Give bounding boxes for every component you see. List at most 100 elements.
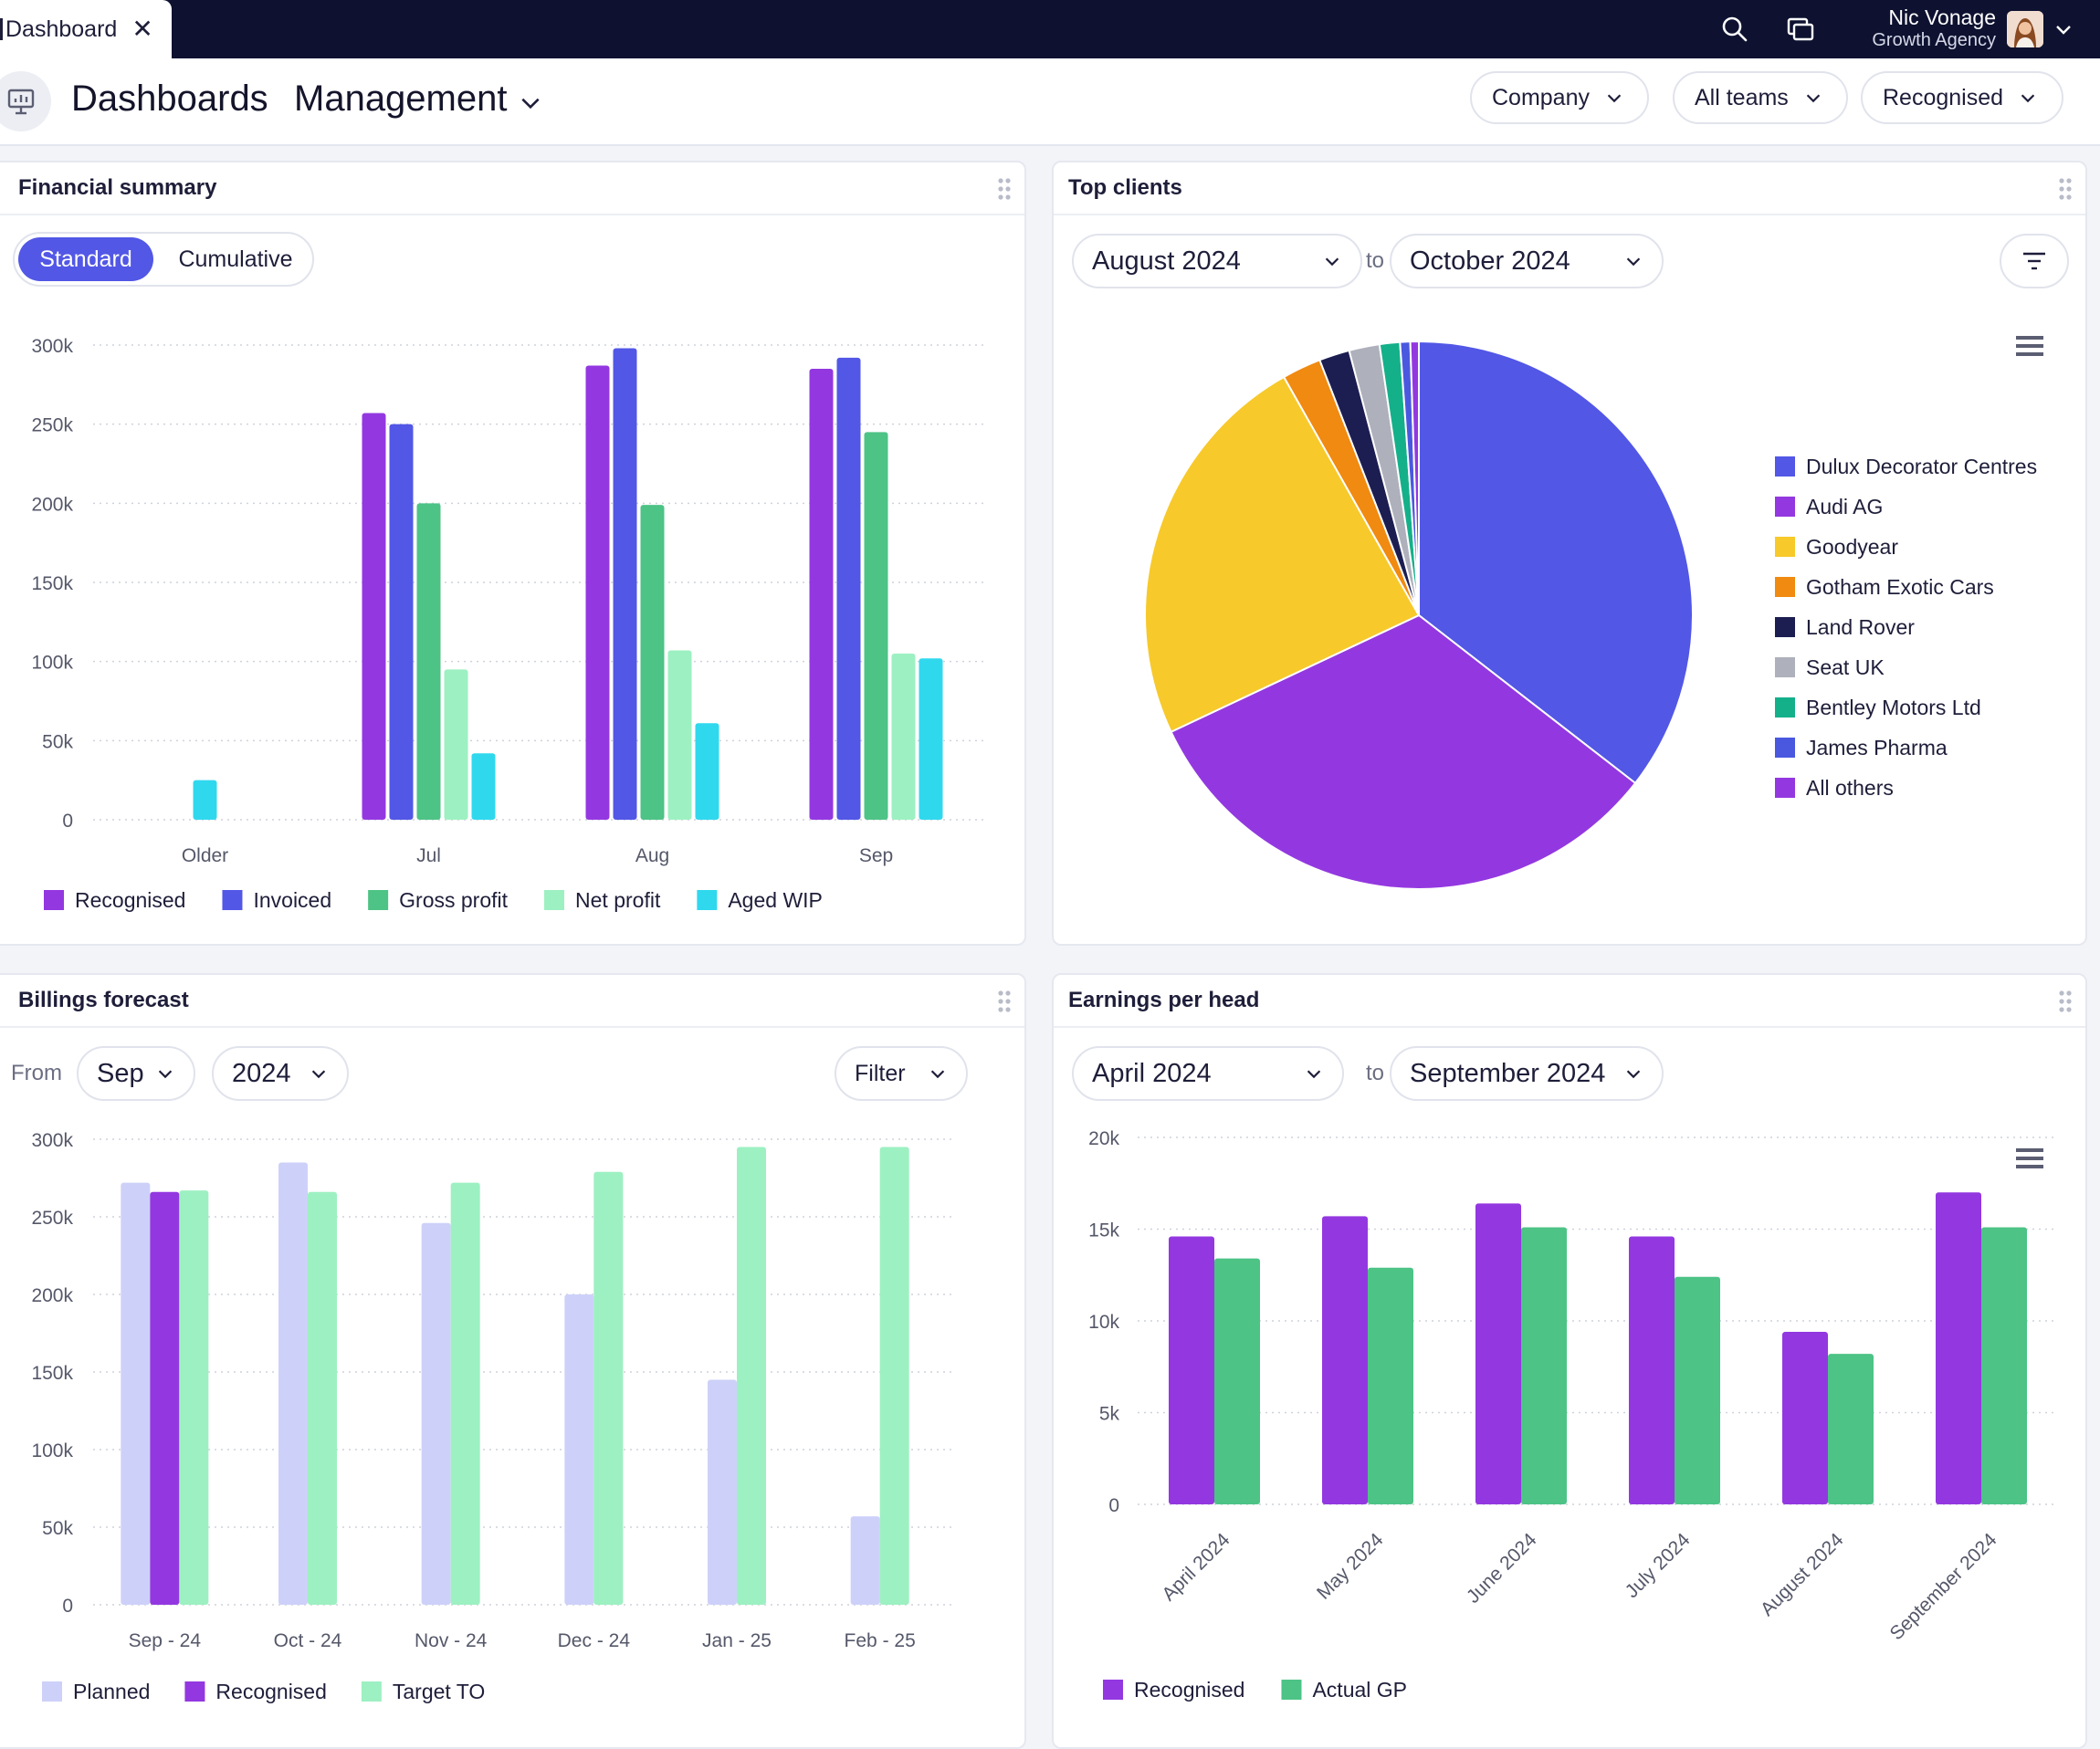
bar-actual-gp-august-2024[interactable]	[1828, 1354, 1874, 1504]
bar-recognised-sep-24[interactable]	[150, 1191, 180, 1605]
bar-actual-gp-may-2024[interactable]	[1368, 1267, 1413, 1504]
legend-recognised[interactable]: Recognised	[1134, 1678, 1244, 1702]
pie-slice-goodyear[interactable]	[1144, 375, 1421, 734]
chart-menu-icon[interactable]	[2016, 1148, 2043, 1168]
bar-planned-dec-24[interactable]	[564, 1294, 594, 1605]
legend-goodyear[interactable]: Goodyear	[1806, 535, 1898, 559]
bar-recognised-august-2024[interactable]	[1782, 1332, 1828, 1504]
bar-planned-feb-25[interactable]	[850, 1516, 880, 1605]
year-dropdown[interactable]: 2024	[212, 1046, 349, 1101]
user-name[interactable]: Nic Vonage	[1888, 5, 1996, 29]
teams-filter[interactable]: All teams	[1673, 71, 1848, 124]
drag-handle-icon[interactable]	[997, 177, 1012, 201]
bar-planned-jan-25[interactable]	[708, 1379, 737, 1606]
legend-dulux-decorator-centres[interactable]: Dulux Decorator Centres	[1806, 455, 2037, 478]
search-icon[interactable]	[1720, 15, 1749, 44]
pie-slice-audi-ag[interactable]	[1170, 613, 1637, 890]
bar-recognised-july-2024[interactable]	[1629, 1236, 1675, 1504]
windows-icon[interactable]	[1786, 15, 1815, 44]
bar-aged-wip-older[interactable]	[193, 780, 217, 820]
legend-aged-wip[interactable]: Aged WIP	[728, 888, 823, 912]
legend-recognised[interactable]: Recognised	[215, 1680, 326, 1703]
legend-seat-uk[interactable]: Seat UK	[1806, 655, 1885, 679]
bar-recognised-sep[interactable]	[809, 369, 834, 820]
bar-aged-wip-aug[interactable]	[695, 723, 719, 820]
tab-dashboard[interactable]: Dashboard ✕	[0, 0, 172, 58]
avatar[interactable]	[2007, 11, 2043, 47]
bar-gross-profit-jul[interactable]	[416, 503, 441, 820]
recognised-filter[interactable]: Recognised	[1861, 71, 2063, 124]
bar-actual-gp-september-2024[interactable]	[1981, 1227, 2027, 1504]
filter-button[interactable]	[2000, 234, 2069, 288]
legend-planned[interactable]: Planned	[73, 1680, 150, 1703]
start-month-dropdown[interactable]: April 2024	[1072, 1046, 1344, 1101]
end-month-dropdown[interactable]: September 2024	[1390, 1046, 1664, 1101]
bar-aged-wip-sep[interactable]	[919, 658, 943, 820]
filter-dropdown[interactable]: Filter	[835, 1046, 968, 1101]
close-icon[interactable]: ✕	[131, 15, 153, 43]
bar-net-profit-aug[interactable]	[667, 650, 692, 820]
bar-gross-profit-sep[interactable]	[864, 432, 888, 820]
legend-invoiced[interactable]: Invoiced	[253, 888, 331, 912]
bar-actual-gp-june-2024[interactable]	[1521, 1227, 1567, 1504]
legend-james-pharma[interactable]: James Pharma	[1806, 736, 1948, 759]
legend-audi-ag[interactable]: Audi AG	[1806, 495, 1883, 518]
chevron-down-icon	[1307, 1070, 1321, 1079]
bar-target-to-jan-25[interactable]	[737, 1147, 766, 1606]
bar-target-to-oct-24[interactable]	[308, 1191, 337, 1605]
drag-handle-icon[interactable]	[2058, 990, 2073, 1013]
chevron-down-icon	[1607, 94, 1622, 103]
bar-target-to-feb-25[interactable]	[879, 1147, 909, 1606]
bar-planned-nov-24[interactable]	[421, 1222, 451, 1605]
pie-slice-dulux-decorator-centres[interactable]	[1418, 340, 1694, 785]
bar-net-profit-sep[interactable]	[891, 654, 916, 820]
y-tick-label: 250k	[31, 415, 73, 436]
bar-invoiced-sep[interactable]	[836, 357, 861, 820]
bar-invoiced-jul[interactable]	[389, 424, 414, 820]
bar-planned-sep-24[interactable]	[121, 1182, 151, 1605]
legend-recognised[interactable]: Recognised	[75, 888, 185, 912]
start-month-dropdown[interactable]: August 2024	[1072, 234, 1362, 288]
legend-bentley-motors-ltd[interactable]: Bentley Motors Ltd	[1806, 696, 1981, 719]
legend-net-profit[interactable]: Net profit	[575, 888, 661, 912]
legend-gotham-exotic-cars[interactable]: Gotham Exotic Cars	[1806, 575, 1994, 599]
bar-recognised-june-2024[interactable]	[1475, 1203, 1521, 1504]
top-clients-pie-chart: Dulux Decorator Centres Audi AG Goodyear Go…	[1144, 340, 2037, 890]
bar-actual-gp-july-2024[interactable]	[1675, 1276, 1720, 1504]
bar-actual-gp-april-2024[interactable]	[1214, 1258, 1260, 1504]
bar-aged-wip-jul[interactable]	[471, 753, 496, 820]
legend-land-rover[interactable]: Land Rover	[1806, 615, 1915, 639]
chevron-down-icon[interactable]	[2053, 18, 2074, 40]
drag-handle-icon[interactable]	[997, 990, 1012, 1013]
year-value: 2024	[232, 1058, 291, 1088]
standard-toggle[interactable]: Standard	[18, 237, 153, 281]
y-tick-label: 50k	[42, 731, 73, 752]
legend-all-others[interactable]: All others	[1806, 776, 1894, 800]
pie-slice-all-others[interactable]	[1409, 340, 1420, 616]
bar-net-profit-jul[interactable]	[444, 669, 468, 820]
month-dropdown[interactable]: Sep	[77, 1046, 195, 1101]
cumulative-toggle[interactable]: Cumulative	[178, 246, 293, 272]
y-tick-label: 150k	[31, 573, 73, 594]
dashboard-selector[interactable]: Management	[294, 79, 508, 119]
end-month-dropdown[interactable]: October 2024	[1390, 234, 1664, 288]
bar-gross-profit-aug[interactable]	[640, 505, 665, 820]
bar-planned-oct-24[interactable]	[278, 1162, 308, 1606]
bar-recognised-september-2024[interactable]	[1936, 1192, 1981, 1504]
chart-menu-icon[interactable]	[2016, 336, 2043, 356]
drag-handle-icon[interactable]	[2058, 177, 2073, 201]
bar-invoiced-aug[interactable]	[613, 348, 637, 820]
legend-gross-profit[interactable]: Gross profit	[399, 888, 508, 912]
chevron-down-icon[interactable]	[519, 91, 542, 115]
bar-target-to-dec-24[interactable]	[593, 1171, 624, 1605]
legend-actual-gp[interactable]: Actual GP	[1312, 1678, 1407, 1702]
bar-target-to-nov-24[interactable]	[450, 1182, 480, 1605]
bar-recognised-aug[interactable]	[585, 365, 610, 820]
bar-recognised-jul[interactable]	[362, 413, 386, 820]
chevron-down-icon	[1325, 257, 1339, 267]
bar-target-to-sep-24[interactable]	[179, 1190, 209, 1605]
legend-target-to[interactable]: Target TO	[393, 1680, 485, 1703]
bar-recognised-may-2024[interactable]	[1322, 1216, 1368, 1504]
company-filter[interactable]: Company	[1470, 71, 1649, 124]
bar-recognised-april-2024[interactable]	[1169, 1236, 1214, 1504]
